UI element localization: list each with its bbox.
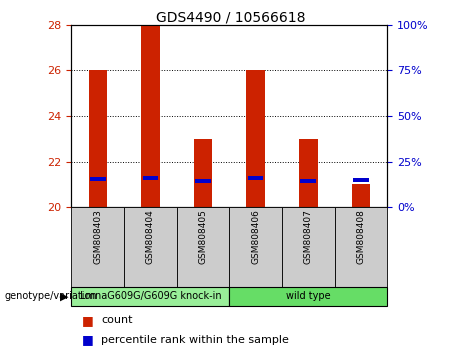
Text: GSM808403: GSM808403 (93, 210, 102, 264)
Text: GSM808408: GSM808408 (356, 210, 366, 264)
Text: percentile rank within the sample: percentile rank within the sample (101, 335, 290, 345)
Text: GSM808404: GSM808404 (146, 210, 155, 264)
FancyBboxPatch shape (71, 207, 124, 287)
Bar (141, 25, 160, 207)
Bar (90, 177, 106, 181)
FancyBboxPatch shape (229, 287, 387, 306)
Bar (352, 184, 370, 207)
Bar (194, 139, 212, 207)
Text: count: count (101, 315, 133, 325)
Bar (247, 70, 265, 207)
Text: GDS4490 / 10566618: GDS4490 / 10566618 (156, 11, 305, 25)
FancyBboxPatch shape (71, 287, 229, 306)
FancyBboxPatch shape (282, 207, 335, 287)
FancyBboxPatch shape (229, 207, 282, 287)
Bar (301, 179, 316, 183)
Bar (89, 70, 107, 207)
Text: ▶: ▶ (60, 291, 69, 302)
FancyBboxPatch shape (177, 207, 229, 287)
FancyBboxPatch shape (335, 207, 387, 287)
Bar (195, 179, 211, 183)
Text: GSM808405: GSM808405 (199, 210, 207, 264)
Text: wild type: wild type (286, 291, 331, 302)
Bar (299, 139, 318, 207)
Text: ■: ■ (82, 314, 94, 327)
Bar (353, 178, 369, 182)
Bar (142, 176, 158, 180)
Text: GSM808406: GSM808406 (251, 210, 260, 264)
Text: GSM808407: GSM808407 (304, 210, 313, 264)
Text: ■: ■ (82, 333, 94, 346)
FancyBboxPatch shape (124, 207, 177, 287)
Text: genotype/variation: genotype/variation (5, 291, 97, 302)
Text: LmnaG609G/G609G knock-in: LmnaG609G/G609G knock-in (80, 291, 221, 302)
Bar (248, 176, 264, 180)
